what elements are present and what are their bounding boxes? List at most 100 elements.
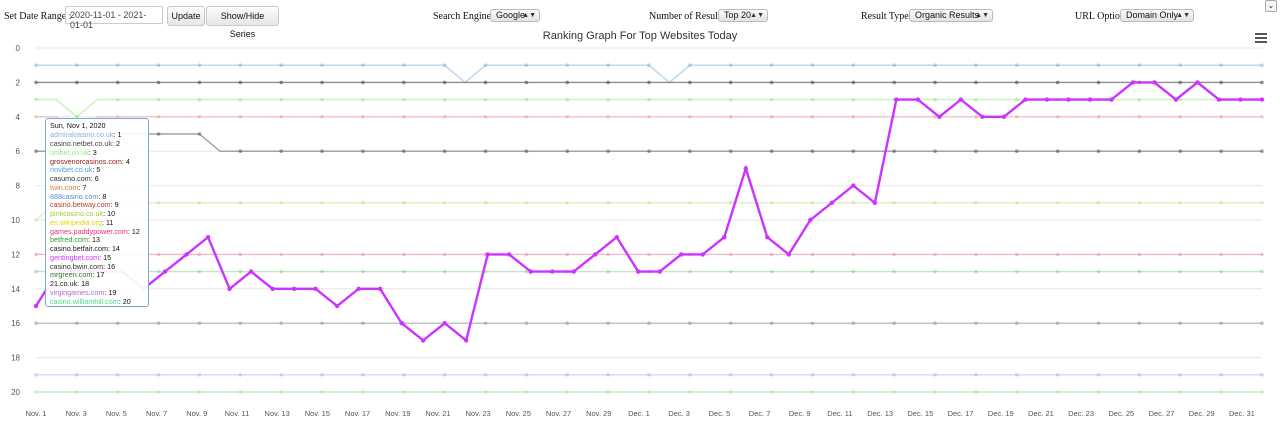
tooltip-series-value: 3	[92, 147, 97, 157]
y-tick-label: 10	[11, 216, 20, 225]
series-point	[688, 97, 692, 102]
highlight-series-point	[614, 235, 619, 240]
series-point	[75, 390, 79, 394]
series-point	[933, 269, 937, 274]
tooltip-series-value: 20	[122, 296, 131, 306]
series-point	[647, 373, 651, 377]
series-point	[483, 201, 488, 205]
results-select[interactable]: Top 20 ▲▼	[718, 9, 768, 22]
highlight-series-point	[162, 269, 168, 274]
series-point	[769, 321, 774, 326]
series-point	[728, 149, 733, 153]
series-line	[36, 116, 1262, 135]
series-point	[34, 390, 38, 394]
tooltip-series-value: 5	[96, 165, 101, 175]
series-point	[851, 269, 856, 274]
series-point	[238, 269, 243, 274]
x-tick-label: Dec. 27	[1149, 409, 1175, 418]
series-line	[36, 133, 1262, 152]
series-point	[851, 201, 856, 205]
tooltip-series-value: 16	[107, 261, 116, 271]
series-point	[279, 269, 284, 274]
series-point	[238, 252, 243, 257]
series-point	[115, 63, 120, 67]
tooltip-row: admiralcasino.co.uk: 1	[50, 130, 122, 140]
series-point	[442, 149, 447, 153]
series-point	[156, 115, 161, 119]
result-types-select[interactable]: Organic Results ▲▼	[909, 9, 993, 22]
highlight-series-point	[872, 200, 878, 205]
series-point	[810, 63, 815, 67]
tooltip-row: twin.com: 7	[50, 182, 87, 192]
series-point	[851, 390, 856, 394]
y-tick-label: 0	[16, 44, 21, 53]
series-point	[810, 373, 815, 377]
series-point	[361, 390, 365, 394]
x-tick-label: Dec. 15	[907, 409, 933, 418]
series-point	[1219, 80, 1223, 85]
x-tick-label: Dec. 1	[628, 409, 650, 418]
series-point	[1219, 201, 1223, 205]
series-point	[892, 201, 896, 205]
series-point	[810, 321, 815, 326]
series-point	[688, 373, 692, 377]
series-point	[483, 390, 488, 394]
highlight-series-line	[34, 80, 1262, 343]
series-point	[1178, 321, 1183, 326]
hamburger-menu-icon[interactable]	[1255, 33, 1267, 43]
y-tick-label: 14	[11, 285, 20, 294]
series-point	[647, 321, 651, 326]
series-point	[769, 149, 774, 153]
highlight-series-point	[743, 166, 748, 171]
series-point	[606, 115, 610, 119]
series-point	[1260, 252, 1264, 257]
y-tick-label: 16	[11, 319, 20, 328]
highlight-series-point	[1044, 97, 1050, 102]
tooltip-series-name: novibet.co.uk	[50, 165, 93, 175]
series-point	[933, 321, 937, 326]
series-point	[1137, 269, 1142, 274]
series-point	[1260, 390, 1264, 394]
highlight-series-point	[356, 286, 361, 291]
highlight-series-point	[958, 97, 964, 102]
series-point	[892, 390, 896, 394]
series-point	[974, 252, 978, 257]
highlight-series-point	[571, 269, 576, 274]
series-point	[115, 115, 120, 119]
series-point	[1055, 63, 1060, 67]
tooltip-series-value: 4	[125, 156, 130, 166]
series-point	[197, 97, 202, 102]
tooltip-series-name: twin.com	[50, 182, 79, 192]
url-option-select[interactable]: Domain Only ▲▼	[1120, 9, 1194, 22]
highlight-series-point	[1066, 97, 1071, 102]
highlight-series-point	[227, 286, 232, 291]
series-point	[728, 373, 733, 377]
series-point	[75, 321, 79, 326]
series-point	[1096, 252, 1101, 257]
series-point	[361, 63, 365, 67]
series-point	[1137, 115, 1142, 119]
search-engine-select[interactable]: Google ▲▼	[490, 9, 540, 22]
series-point	[197, 115, 202, 119]
series-point	[483, 97, 488, 102]
series-point	[75, 373, 79, 377]
x-tick-label: Dec. 17	[948, 409, 974, 418]
show-hide-series-button[interactable]: Show/Hide Series	[206, 6, 279, 39]
series-point	[1137, 390, 1142, 394]
select-arrow-icon: ▲▼	[1176, 12, 1190, 19]
select-arrow-icon: ▲▼	[750, 12, 764, 19]
series-point	[1219, 390, 1223, 394]
series-point	[647, 252, 651, 257]
series-point	[156, 97, 161, 102]
series-point	[647, 390, 651, 394]
update-button[interactable]: Update	[167, 6, 205, 26]
chevron-down-icon[interactable]: ⌄	[1265, 0, 1277, 12]
highlight-series-point	[270, 286, 275, 291]
tooltip-series-name: 888casino.com	[50, 191, 99, 201]
series-point	[75, 63, 79, 67]
date-range-input[interactable]: 2020-11-01 - 2021-01-01	[65, 6, 163, 30]
series-point	[1137, 321, 1142, 326]
tooltip-series-name: games.paddypower.com	[50, 226, 128, 236]
result-types-label: Result Types:	[861, 11, 916, 22]
